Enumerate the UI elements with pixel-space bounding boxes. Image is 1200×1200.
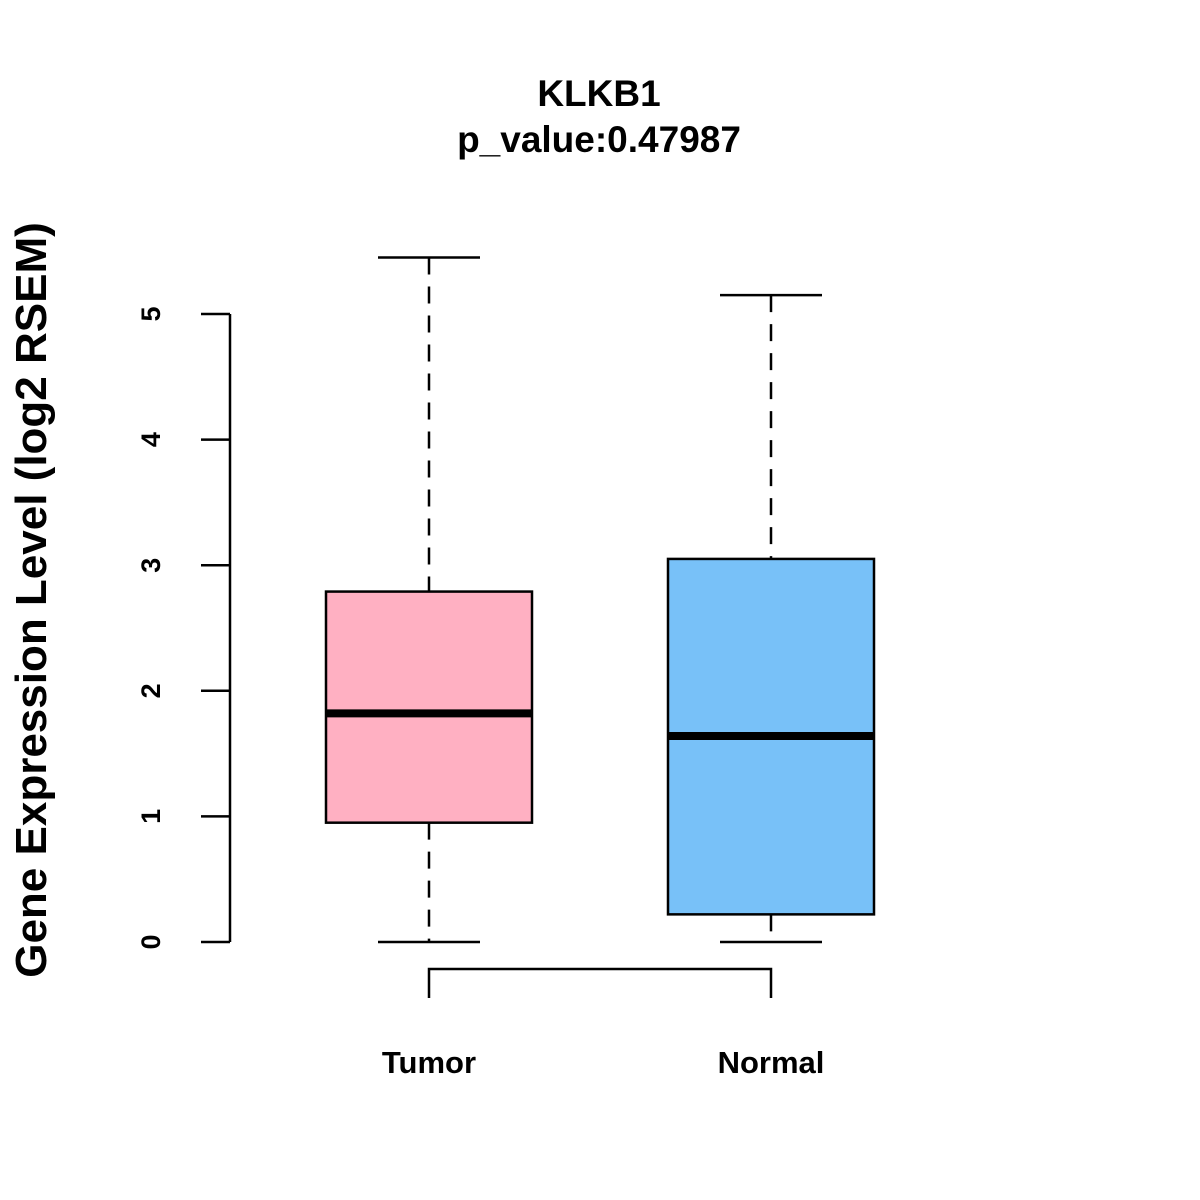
- y-tick-label: 5: [136, 306, 166, 321]
- y-tick-label: 1: [136, 809, 166, 824]
- y-axis: 0 1 2 3 4 5: [136, 306, 232, 950]
- y-tick-label: 3: [136, 558, 166, 573]
- chart-subtitle: p_value:0.47987: [457, 119, 741, 160]
- y-tick-label: 0: [136, 934, 166, 949]
- x-axis-labels: Tumor Normal: [382, 1045, 824, 1080]
- bracket-line: [427, 967, 773, 998]
- chart-title: KLKB1: [537, 73, 660, 114]
- boxes-layer: [324, 256, 876, 944]
- iqr-box: [324, 590, 534, 824]
- comparison-bracket: [427, 967, 773, 998]
- y-tick-label: 4: [136, 432, 166, 447]
- y-axis-label: Gene Expression Level (log2 RSEM): [7, 222, 56, 978]
- y-tick-label: 2: [136, 683, 166, 698]
- x-label-normal: Normal: [718, 1045, 825, 1080]
- x-label-tumor: Tumor: [382, 1045, 476, 1080]
- box-tumor: [324, 256, 534, 944]
- box-normal: [666, 293, 876, 944]
